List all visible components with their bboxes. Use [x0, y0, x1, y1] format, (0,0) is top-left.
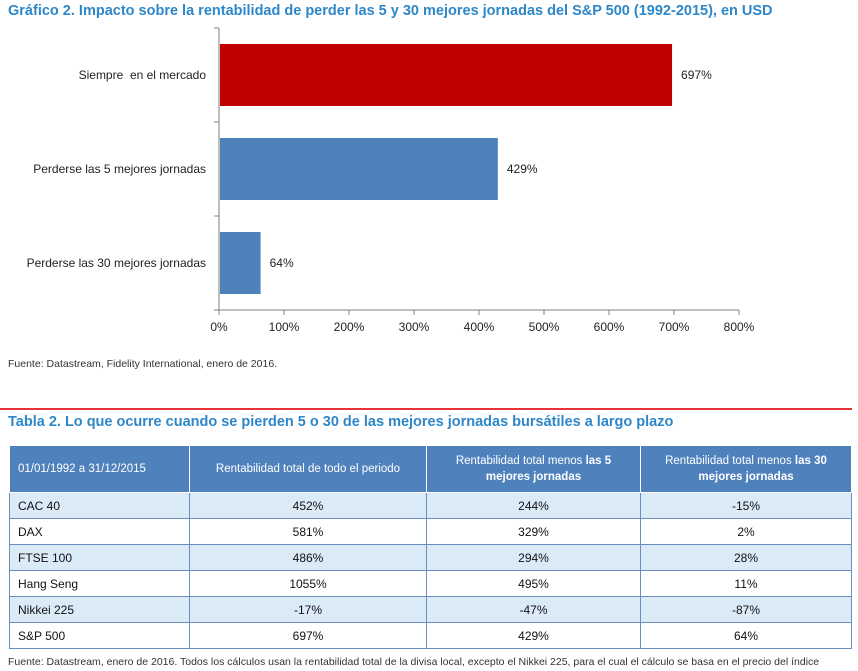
x-tick-label: 400% — [464, 320, 495, 334]
x-tick-label: 700% — [659, 320, 690, 334]
header-period: 01/01/1992 a 31/12/2015 — [9, 445, 190, 493]
return-minus-5: 495% — [426, 570, 641, 597]
index-name: CAC 40 — [9, 492, 190, 519]
return-minus-5: 244% — [426, 492, 641, 519]
return-minus-30: 28% — [640, 544, 852, 571]
data-label: 64% — [270, 256, 294, 270]
header-bold-text: las 30 mejores jornadas — [698, 455, 827, 483]
header-total-return: Rentabilidad total de todo el periodo — [189, 445, 427, 493]
index-name: Nikkei 225 — [9, 596, 190, 623]
return-minus-30: 64% — [640, 622, 852, 649]
header-minus-30: Rentabilidad total menos las 30 mejores … — [640, 445, 852, 493]
bar-chart: 0% 100% 200% 300% 400% 500% 600% 700% 800% Siempr… — [27, 27, 755, 334]
index-name: Hang Seng — [9, 570, 190, 597]
return-minus-30: 2% — [640, 518, 852, 545]
category-label: Perderse las 30 mejores jornadas — [27, 256, 206, 270]
bar — [220, 138, 498, 200]
header-text: Rentabilidad total de todo el periodo — [215, 463, 401, 475]
chart-title: Gráfico 2. Impacto sobre la rentabilidad… — [8, 3, 773, 19]
table-row: FTSE 100 486% 294% 28% — [9, 544, 852, 571]
header-bold-text: las 5 mejores jornadas — [485, 455, 612, 483]
table-row: Hang Seng 1055% 495% 11% — [9, 570, 852, 597]
return-minus-5: 294% — [426, 544, 641, 571]
bar — [220, 232, 261, 294]
x-tick-label: 100% — [269, 320, 300, 334]
data-label: 429% — [507, 162, 538, 176]
category-label: Perderse las 5 mejores jornadas — [33, 162, 206, 176]
x-tick-label: 300% — [399, 320, 430, 334]
x-tick-label: 600% — [594, 320, 625, 334]
return-minus-30: -15% — [640, 492, 852, 519]
total-return: 486% — [189, 544, 427, 571]
index-name: DAX — [9, 518, 190, 545]
x-tick-label: 800% — [724, 320, 755, 334]
x-tick-label: 0% — [210, 320, 228, 334]
chart-source-note: Fuente: Datastream, Fidelity Internation… — [8, 358, 278, 370]
return-minus-30: -87% — [640, 596, 852, 623]
section-divider — [0, 408, 852, 410]
returns-table: 01/01/1992 a 31/12/2015 Rentabilidad tot… — [9, 445, 852, 649]
return-minus-5: -47% — [426, 596, 641, 623]
table-row: DAX 581% 329% 2% — [9, 518, 852, 545]
total-return: 1055% — [189, 570, 427, 597]
table-row: CAC 40 452% 244% -15% — [9, 492, 852, 519]
data-label: 697% — [681, 68, 712, 82]
category-label: Siempre en el mercado — [79, 68, 207, 82]
table-title: Tabla 2. Lo que ocurre cuando se pierden… — [8, 414, 674, 430]
total-return: 697% — [189, 622, 427, 649]
table-row: S&P 500 697% 429% 64% — [9, 622, 852, 649]
x-tick-label: 500% — [529, 320, 560, 334]
x-tick-label: 200% — [334, 320, 365, 334]
table-row: Nikkei 225 -17% -47% -87% — [9, 596, 852, 623]
return-minus-5: 429% — [426, 622, 641, 649]
table-source-note: Fuente: Datastream, enero de 2016. Todos… — [8, 656, 820, 668]
table-header-row: 01/01/1992 a 31/12/2015 Rentabilidad tot… — [9, 445, 852, 493]
header-text: Rentabilidad total menos — [455, 455, 586, 467]
total-return: -17% — [189, 596, 427, 623]
total-return: 581% — [189, 518, 427, 545]
return-minus-5: 329% — [426, 518, 641, 545]
bar — [220, 44, 673, 106]
header-minus-5: Rentabilidad total menos las 5 mejores j… — [426, 445, 641, 493]
return-minus-30: 11% — [640, 570, 852, 597]
header-text: Rentabilidad total menos — [665, 455, 795, 467]
index-name: S&P 500 — [9, 622, 190, 649]
header-text: 01/01/1992 a 31/12/2015 — [18, 463, 146, 475]
total-return: 452% — [189, 492, 427, 519]
index-name: FTSE 100 — [9, 544, 190, 571]
